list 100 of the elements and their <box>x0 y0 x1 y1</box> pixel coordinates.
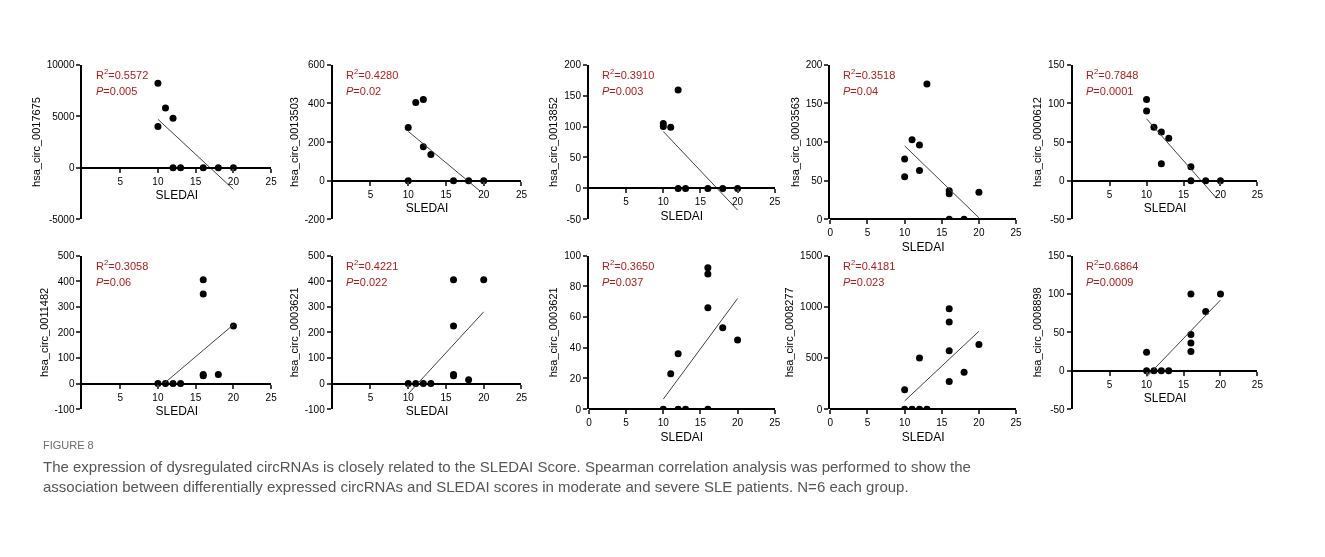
x-axis-title: SLEDAI <box>155 188 199 203</box>
y-tick-label: 5000 <box>52 110 75 122</box>
x-axis-title: SLEDAI <box>901 429 945 444</box>
y-tick-label: 10000 <box>46 59 75 71</box>
x-tick-label: 10 <box>657 417 670 429</box>
y-tick-label: 0 <box>1059 365 1066 377</box>
x-tick-label: 20 <box>1214 188 1227 200</box>
y-tick-label: 150 <box>805 97 823 109</box>
x-tick-label: 5 <box>864 417 871 429</box>
x-tick-label: 10 <box>899 417 911 429</box>
y-tick-label: 100 <box>564 250 582 262</box>
x-tick-label: 15 <box>694 196 707 208</box>
y-tick-label: 50 <box>811 175 823 187</box>
y-tick-label: 400 <box>308 275 326 287</box>
annotation: R$^{2}$=0.6864 <box>1086 258 1139 272</box>
x-axis-title: SLEDAI <box>901 239 945 254</box>
y-axis-title: hsa_circ_0003621 <box>547 287 560 378</box>
x-tick-label: 10 <box>1141 378 1153 390</box>
y-tick-label: 500 <box>805 352 823 364</box>
x-tick-label: 0 <box>827 227 834 239</box>
x-tick-label: 25 <box>265 391 278 403</box>
x-tick-label: 10 <box>152 391 164 403</box>
y-tick-label: 150 <box>1048 250 1066 262</box>
y-tick-label: 1500 <box>800 250 823 262</box>
annotation: R$^{2}$=0.3910 <box>602 67 655 81</box>
x-axis-title: SLEDAI <box>1143 391 1187 406</box>
x-tick-label: 25 <box>769 417 781 429</box>
y-axis-title: hsa_circ_0003621 <box>287 287 300 378</box>
y-tick-label: 300 <box>308 301 326 313</box>
y-tick-label: -5000 <box>48 213 75 225</box>
y-tick-label: 200 <box>805 59 823 71</box>
y-tick-label: 0 <box>816 213 823 225</box>
annotation: P=0.02 <box>346 85 382 97</box>
y-tick-label: 100 <box>308 352 326 364</box>
annotation: R$^{2}$=0.3058 <box>96 258 149 272</box>
y-tick-label: -50 <box>1050 403 1066 415</box>
x-tick-label: 15 <box>936 227 948 239</box>
x-tick-label: 25 <box>1010 417 1023 429</box>
x-axis-title: SLEDAI <box>660 429 704 444</box>
x-tick-label: 15 <box>190 175 202 187</box>
x-tick-label: 25 <box>515 188 528 200</box>
x-tick-label: 10 <box>1141 188 1153 200</box>
x-tick-label: 5 <box>864 227 871 239</box>
x-tick-label: 5 <box>623 196 630 208</box>
y-tick-label: -100 <box>304 403 326 415</box>
y-tick-label: 0 <box>575 403 582 415</box>
x-tick-label: 25 <box>769 196 781 208</box>
x-tick-label: 10 <box>152 175 164 187</box>
y-tick-label: 500 <box>308 250 326 262</box>
y-tick-label: 600 <box>308 59 326 71</box>
y-tick-label: -100 <box>54 403 75 415</box>
annotation: P=0.023 <box>843 276 885 288</box>
y-tick-label: -50 <box>1050 213 1066 225</box>
x-tick-label: 15 <box>440 188 452 200</box>
annotation: R$^{2}$=0.5572 <box>96 67 149 81</box>
y-axis-title: hsa_circ_0013852 <box>547 97 560 187</box>
x-tick-label: 25 <box>1010 227 1023 239</box>
y-axis-title: hsa_circ_0003563 <box>788 97 801 187</box>
y-tick-label: 400 <box>57 275 75 287</box>
x-tick-label: 20 <box>973 417 985 429</box>
x-tick-label: 20 <box>732 417 744 429</box>
annotation: P=0.005 <box>96 85 138 97</box>
x-tick-label: 5 <box>1106 188 1113 200</box>
y-tick-label: 50 <box>569 151 582 163</box>
x-tick-label: 20 <box>1214 378 1227 390</box>
x-tick-label: 10 <box>402 391 415 403</box>
x-axis-title: SLEDAI <box>1143 201 1187 216</box>
y-tick-label: 50 <box>1053 136 1066 148</box>
annotation: P=0.0001 <box>1086 85 1134 97</box>
annotation: R$^{2}$=0.7848 <box>1086 67 1139 81</box>
y-axis-title: hsa_circ_0017675 <box>29 97 42 187</box>
y-tick-label: 40 <box>569 342 582 354</box>
y-tick-label: 150 <box>1048 59 1066 71</box>
annotation: P=0.037 <box>602 276 644 288</box>
y-tick-label: 200 <box>564 59 582 71</box>
x-tick-label: 5 <box>623 417 630 429</box>
x-tick-label: 15 <box>694 417 707 429</box>
annotation: R$^{2}$=0.4221 <box>346 258 399 272</box>
x-tick-label: 20 <box>478 188 490 200</box>
x-tick-label: 15 <box>936 417 948 429</box>
y-axis-title: hsa_circ_0008898 <box>1031 287 1044 378</box>
x-tick-label: 5 <box>1106 378 1113 390</box>
x-tick-label: 10 <box>657 196 670 208</box>
annotation: R$^{2}$=0.4280 <box>346 67 399 81</box>
annotation: P=0.0009 <box>1086 276 1134 288</box>
y-tick-label: 150 <box>564 90 582 102</box>
y-tick-label: 400 <box>308 97 326 109</box>
x-tick-label: 25 <box>515 391 528 403</box>
x-tick-label: 25 <box>1251 188 1264 200</box>
x-tick-label: 20 <box>732 196 744 208</box>
y-tick-label: 200 <box>57 326 75 338</box>
annotation: P=0.003 <box>602 85 644 97</box>
x-tick-label: 15 <box>1177 188 1190 200</box>
x-tick-label: 25 <box>1251 378 1264 390</box>
x-tick-label: 0 <box>586 417 593 429</box>
y-tick-label: 200 <box>308 136 326 148</box>
annotation: R$^{2}$=0.3650 <box>602 258 655 272</box>
y-axis-title: hsa_circ_0000612 <box>1031 97 1044 187</box>
x-tick-label: 15 <box>1177 378 1190 390</box>
y-tick-label: 0 <box>68 162 75 174</box>
